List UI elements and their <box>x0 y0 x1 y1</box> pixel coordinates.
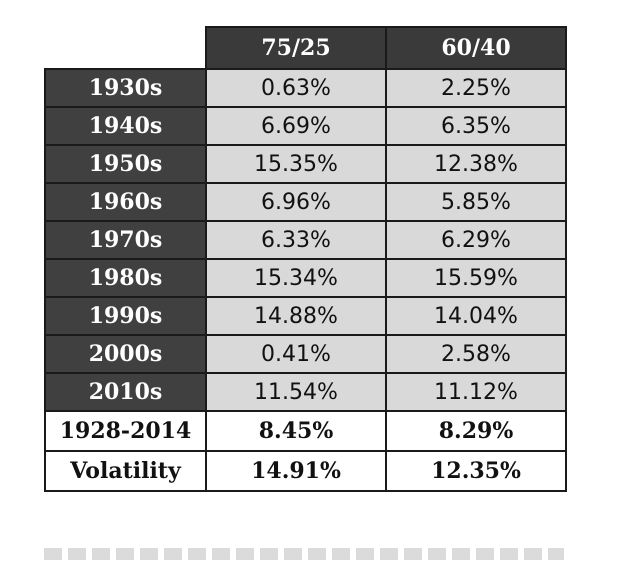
row-label: 1960s <box>44 182 207 222</box>
table-row: 1960s 6.96% 5.85% <box>44 182 567 222</box>
value-cell: 8.45% <box>205 410 387 452</box>
value-cell: 15.34% <box>205 258 387 298</box>
table-row: 1970s 6.33% 6.29% <box>44 220 567 260</box>
value-cell: 14.91% <box>205 450 387 492</box>
value-cell: 11.54% <box>205 372 387 412</box>
value-cell: 6.29% <box>385 220 567 260</box>
row-label: 1940s <box>44 106 207 146</box>
value-cell: 2.58% <box>385 334 567 374</box>
column-header: 60/40 <box>385 26 567 70</box>
table-row: 1930s 0.63% 2.25% <box>44 68 567 108</box>
value-cell: 5.85% <box>385 182 567 222</box>
column-header: 75/25 <box>205 26 387 70</box>
value-cell: 12.38% <box>385 144 567 184</box>
value-cell: 6.69% <box>205 106 387 146</box>
row-label: 1930s <box>44 68 207 108</box>
row-label: 1990s <box>44 296 207 336</box>
value-cell: 14.88% <box>205 296 387 336</box>
table-row: 1950s 15.35% 12.38% <box>44 144 567 184</box>
summary-row: 1928-2014 8.45% 8.29% <box>44 410 567 452</box>
returns-table: 75/25 60/40 1930s 0.63% 2.25% 1940s 6.69% 6.3… <box>44 26 567 492</box>
row-label: 1970s <box>44 220 207 260</box>
header-row: 75/25 60/40 <box>45 26 567 70</box>
value-cell: 15.35% <box>205 144 387 184</box>
cropped-caption-text <box>44 548 564 560</box>
row-label: 1950s <box>44 144 207 184</box>
value-cell: 2.25% <box>385 68 567 108</box>
value-cell: 15.59% <box>385 258 567 298</box>
table-row: 1990s 14.88% 14.04% <box>44 296 567 336</box>
table-row: 2010s 11.54% 11.12% <box>44 372 567 412</box>
corner-cell <box>45 27 206 69</box>
value-cell: 11.12% <box>385 372 567 412</box>
row-label: 1928-2014 <box>44 410 207 452</box>
value-cell: 12.35% <box>385 450 567 492</box>
value-cell: 6.96% <box>205 182 387 222</box>
value-cell: 8.29% <box>385 410 567 452</box>
value-cell: 6.33% <box>205 220 387 260</box>
row-label: Volatility <box>44 450 207 492</box>
row-label: 2010s <box>44 372 207 412</box>
value-cell: 14.04% <box>385 296 567 336</box>
table-row: 2000s 0.41% 2.58% <box>44 334 567 374</box>
table-row: 1940s 6.69% 6.35% <box>44 106 567 146</box>
value-cell: 0.63% <box>205 68 387 108</box>
summary-row: Volatility 14.91% 12.35% <box>44 450 567 492</box>
value-cell: 6.35% <box>385 106 567 146</box>
row-label: 2000s <box>44 334 207 374</box>
row-label: 1980s <box>44 258 207 298</box>
value-cell: 0.41% <box>205 334 387 374</box>
table-row: 1980s 15.34% 15.59% <box>44 258 567 298</box>
